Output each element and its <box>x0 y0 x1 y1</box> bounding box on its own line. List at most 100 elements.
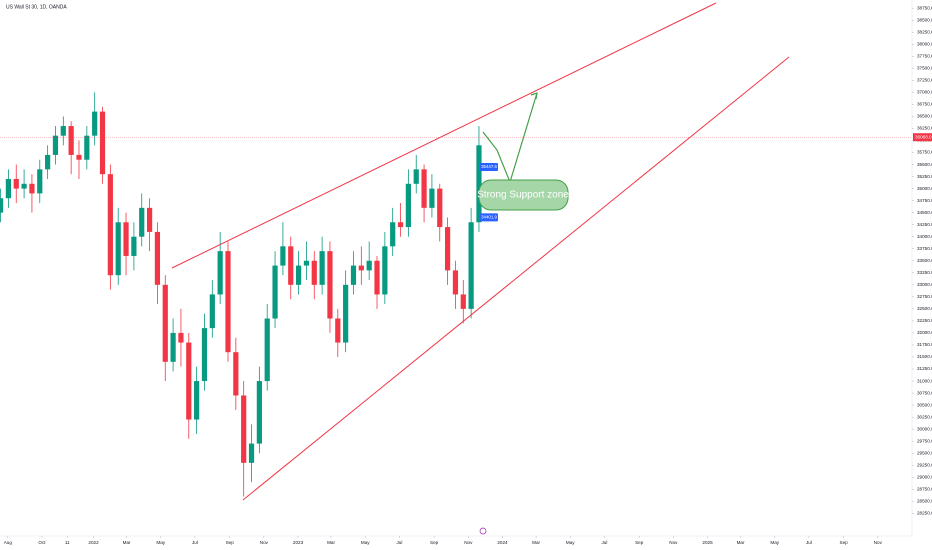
x-tick-label: May <box>361 540 370 545</box>
x-tick-label: 2024 <box>497 540 508 545</box>
x-tick-label: May <box>156 540 165 545</box>
y-tick-label: 38000.0 <box>917 41 932 46</box>
y-tick-label: 33000.0 <box>917 282 932 287</box>
candle-body <box>68 126 74 155</box>
candle-body <box>162 284 168 362</box>
arrow-head <box>530 92 538 100</box>
x-tick-label: 11 <box>65 540 70 545</box>
candle-body <box>225 251 231 353</box>
y-tick-label: 37000.0 <box>917 90 932 95</box>
x-tick-label: 2022 <box>88 540 99 545</box>
annotation-box <box>478 179 569 211</box>
y-tick-label: 37500.0 <box>917 66 932 71</box>
y-tick-label: 28250.0 <box>917 511 932 516</box>
y-tick-label: 30250.0 <box>917 414 932 419</box>
candle-body <box>131 236 137 256</box>
candle-body <box>37 169 43 194</box>
y-tick-label: 31250.0 <box>917 366 932 371</box>
candle-body <box>29 183 35 194</box>
candle-body <box>13 178 19 189</box>
candle-body <box>437 188 443 228</box>
candle-body <box>429 188 435 208</box>
candle-body <box>5 178 12 199</box>
candle-body <box>272 265 278 319</box>
y-tick-label: 32250.0 <box>917 318 932 323</box>
y-tick-label: 38250.0 <box>917 29 932 34</box>
annotation: Strong Support zone <box>477 190 569 201</box>
x-tick-label: Jul <box>806 540 812 545</box>
candle-body <box>468 222 474 309</box>
candle-body <box>390 222 396 247</box>
y-tick-label: 38750.0 <box>917 5 932 10</box>
x-tick-label: 2025 <box>702 540 713 545</box>
candle-body <box>154 231 161 285</box>
candle-body <box>319 251 325 285</box>
candle-body <box>241 395 247 463</box>
y-tick-label: 31500.0 <box>917 354 932 359</box>
y-tick-label: 29750.0 <box>917 438 932 443</box>
candle-body <box>60 126 66 136</box>
candle-body <box>233 352 239 396</box>
x-tick-label: May <box>770 540 779 545</box>
y-tick-label: 29250.0 <box>917 462 932 467</box>
y-tick-label: 34250.0 <box>917 222 932 227</box>
projection-arrow <box>482 92 538 184</box>
candle-body <box>311 260 317 285</box>
y-tick-label: 30500.0 <box>917 402 932 407</box>
candle-body <box>366 260 372 271</box>
candle-body <box>52 135 59 155</box>
upper-trendline <box>171 2 717 269</box>
y-tick-label: 35000.0 <box>917 186 932 191</box>
x-tick-label: Sep <box>635 540 644 545</box>
candle-body <box>146 207 153 232</box>
price-marker <box>480 163 498 172</box>
x-tick-label: Oct <box>38 540 46 545</box>
chart-title: US Wall St 30, 1D, OANDA <box>6 4 67 10</box>
y-tick-label: 38500.0 <box>917 17 932 22</box>
plot-area <box>0 92 912 497</box>
x-tick-label: May <box>566 540 575 545</box>
y-tick-label: 32000.0 <box>917 330 932 335</box>
y-tick-label: 29000.0 <box>917 474 932 479</box>
candle-body <box>45 154 51 170</box>
candle-body <box>280 246 286 266</box>
x-tick-label: Sep <box>430 540 439 545</box>
candle-body <box>452 270 459 295</box>
last-price-label: 36068.0 <box>915 134 932 139</box>
y-tick-label: 34750.0 <box>917 198 932 203</box>
x-tick-label: Nov <box>464 540 473 545</box>
candle-body <box>21 183 27 189</box>
candle-body <box>335 318 341 343</box>
x-tick-label: Sep <box>840 540 849 545</box>
candle-body <box>84 135 90 160</box>
candle-body <box>421 169 427 208</box>
y-tick-label: 33500.0 <box>917 258 932 263</box>
y-tick-label: 32750.0 <box>917 294 932 299</box>
x-tick-label: Nov <box>874 540 883 545</box>
event-icon[interactable] <box>479 527 487 535</box>
candle-body <box>178 332 184 343</box>
candle-body <box>123 222 129 256</box>
y-tick-label: 35250.0 <box>917 174 932 179</box>
candle-body <box>264 318 270 382</box>
y-tick-label: 28500.0 <box>917 499 932 504</box>
candle-body <box>382 246 388 295</box>
y-tick-label: 31750.0 <box>917 342 932 347</box>
y-tick-label: 34000.0 <box>917 234 932 239</box>
candle-body <box>76 154 82 160</box>
candle-body <box>476 145 482 223</box>
x-tick-label: Jul <box>602 540 608 545</box>
y-tick-label: 30750.0 <box>917 390 932 395</box>
y-tick-label: 36500.0 <box>917 114 932 119</box>
candle-body <box>99 111 106 175</box>
candle-body <box>358 265 364 271</box>
candle-body <box>413 169 419 184</box>
x-tick-label: Nov <box>669 540 678 545</box>
x-tick-label: Mar <box>327 540 335 545</box>
candle-body <box>248 443 255 463</box>
y-tick-label: 37250.0 <box>917 78 932 83</box>
x-tick-label: Nov <box>260 540 269 545</box>
lower-trendline <box>242 56 790 501</box>
candle-body <box>186 342 192 420</box>
